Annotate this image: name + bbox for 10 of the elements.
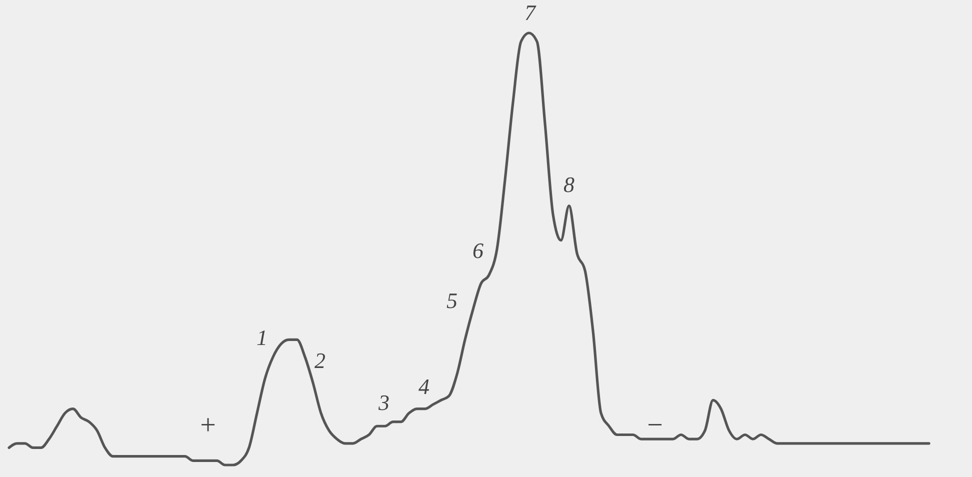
annotation: 8	[564, 172, 574, 197]
annotation: 5	[446, 288, 458, 313]
annotation: 2	[314, 348, 326, 373]
annotation: −	[647, 410, 663, 441]
annotation: 6	[472, 238, 484, 263]
annotation: 1	[256, 325, 268, 350]
text: 7	[524, 0, 536, 25]
annotation: 4	[418, 374, 430, 399]
annotation: +	[200, 410, 216, 441]
annotation: 3	[378, 390, 390, 415]
